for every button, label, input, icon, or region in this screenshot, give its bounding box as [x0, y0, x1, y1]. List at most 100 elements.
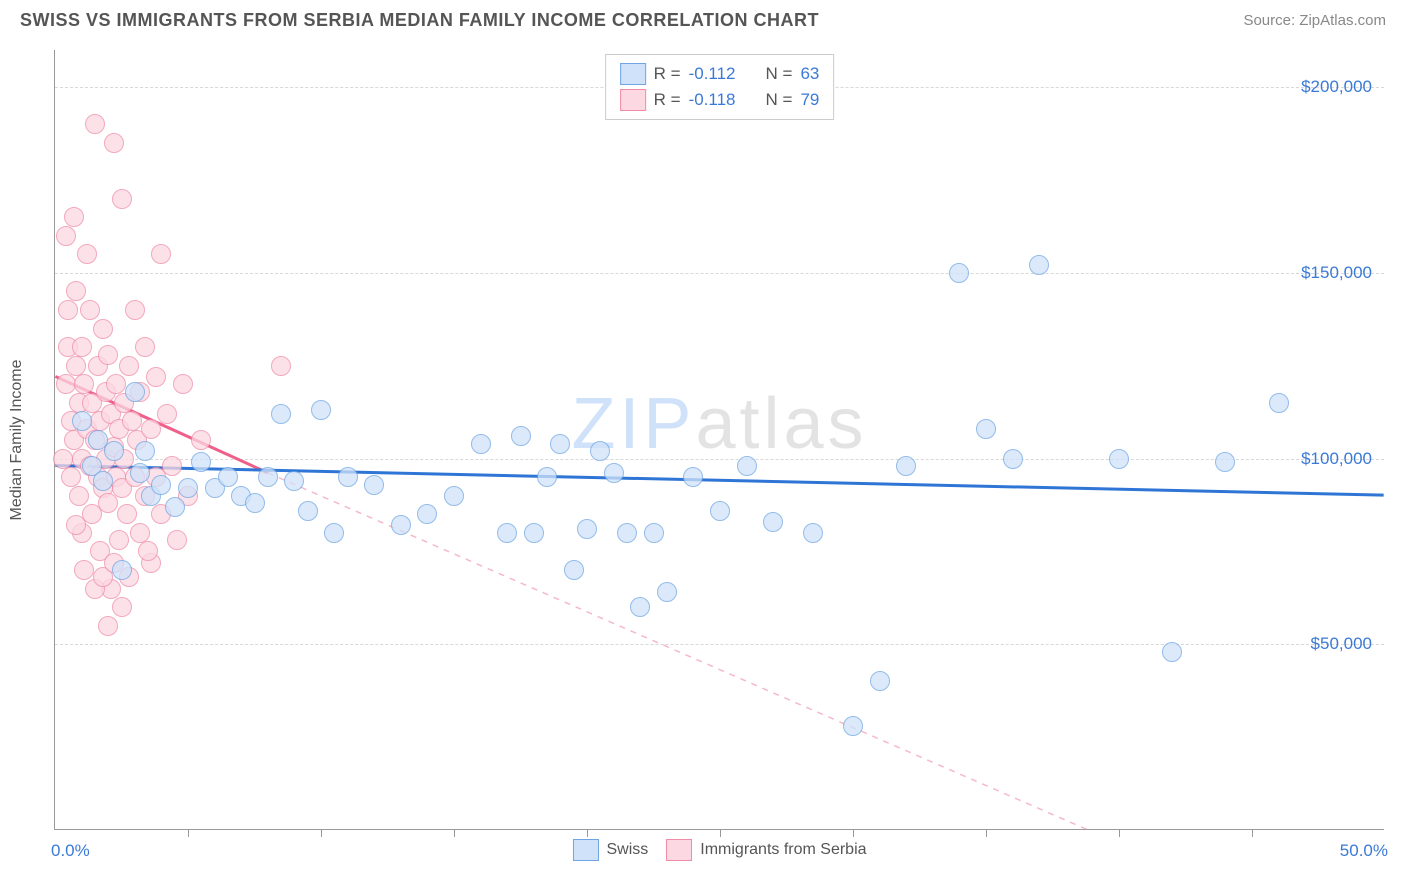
point-swiss: [298, 501, 318, 521]
point-swiss: [737, 456, 757, 476]
point-serbia: [61, 467, 81, 487]
point-swiss: [896, 456, 916, 476]
point-serbia: [106, 374, 126, 394]
point-swiss: [93, 471, 113, 491]
x-tick: [587, 829, 588, 837]
point-swiss: [763, 512, 783, 532]
point-serbia: [80, 300, 100, 320]
stats-row-swiss: R = -0.112 N = 63: [620, 61, 820, 87]
point-swiss: [630, 597, 650, 617]
point-swiss: [471, 434, 491, 454]
point-swiss: [245, 493, 265, 513]
x-tick: [720, 829, 721, 837]
point-serbia: [130, 523, 150, 543]
point-serbia: [66, 515, 86, 535]
point-swiss: [976, 419, 996, 439]
gridline: [55, 644, 1384, 645]
point-serbia: [191, 430, 211, 450]
point-swiss: [151, 475, 171, 495]
point-serbia: [74, 374, 94, 394]
point-swiss: [524, 523, 544, 543]
point-swiss: [843, 716, 863, 736]
point-swiss: [537, 467, 557, 487]
point-serbia: [157, 404, 177, 424]
point-serbia: [53, 449, 73, 469]
point-swiss: [590, 441, 610, 461]
swatch-swiss-icon: [572, 839, 598, 861]
point-serbia: [141, 419, 161, 439]
point-swiss: [870, 671, 890, 691]
point-serbia: [98, 616, 118, 636]
point-serbia: [66, 356, 86, 376]
point-swiss: [444, 486, 464, 506]
point-swiss: [617, 523, 637, 543]
point-serbia: [66, 281, 86, 301]
point-swiss: [165, 497, 185, 517]
x-axis-max-label: 50.0%: [1340, 841, 1388, 861]
x-tick: [454, 829, 455, 837]
x-tick: [1119, 829, 1120, 837]
point-serbia: [98, 345, 118, 365]
point-serbia: [85, 114, 105, 134]
point-swiss: [564, 560, 584, 580]
point-serbia: [112, 597, 132, 617]
y-tick-label: $50,000: [1311, 634, 1372, 654]
point-serbia: [271, 356, 291, 376]
point-swiss: [604, 463, 624, 483]
x-tick: [321, 829, 322, 837]
source-label: Source: ZipAtlas.com: [1243, 12, 1386, 29]
swatch-swiss: [620, 63, 646, 85]
point-swiss: [497, 523, 517, 543]
legend-label-swiss: Swiss: [606, 841, 648, 859]
point-serbia: [77, 244, 97, 264]
point-swiss: [417, 504, 437, 524]
point-swiss: [1029, 255, 1049, 275]
x-tick: [188, 829, 189, 837]
point-swiss: [218, 467, 238, 487]
point-serbia: [58, 300, 78, 320]
point-serbia: [173, 374, 193, 394]
point-swiss: [1215, 452, 1235, 472]
stats-legend: R = -0.112 N = 63 R = -0.118 N = 79: [605, 54, 835, 120]
point-swiss: [135, 441, 155, 461]
point-serbia: [146, 367, 166, 387]
point-serbia: [117, 504, 137, 524]
stats-row-serbia: R = -0.118 N = 79: [620, 87, 820, 113]
swatch-serbia: [620, 89, 646, 111]
point-serbia: [138, 541, 158, 561]
point-swiss: [511, 426, 531, 446]
x-tick: [986, 829, 987, 837]
point-swiss: [1162, 642, 1182, 662]
point-serbia: [119, 356, 139, 376]
point-serbia: [56, 374, 76, 394]
point-swiss: [271, 404, 291, 424]
trend-lines: [55, 50, 1384, 829]
point-swiss: [104, 441, 124, 461]
point-swiss: [550, 434, 570, 454]
point-swiss: [683, 467, 703, 487]
watermark: ZIPatlas: [571, 383, 867, 465]
point-serbia: [69, 486, 89, 506]
point-serbia: [125, 300, 145, 320]
point-swiss: [311, 400, 331, 420]
point-swiss: [657, 582, 677, 602]
swatch-serbia-icon: [666, 839, 692, 861]
x-tick: [853, 829, 854, 837]
point-swiss: [803, 523, 823, 543]
point-swiss: [324, 523, 344, 543]
point-serbia: [64, 207, 84, 227]
legend-label-serbia: Immigrants from Serbia: [700, 841, 866, 859]
point-swiss: [125, 382, 145, 402]
point-swiss: [1109, 449, 1129, 469]
point-swiss: [112, 560, 132, 580]
point-swiss: [338, 467, 358, 487]
point-swiss: [191, 452, 211, 472]
series-legend: Swiss Immigrants from Serbia: [572, 839, 866, 861]
point-swiss: [391, 515, 411, 535]
y-tick-label: $200,000: [1301, 77, 1372, 97]
y-tick-label: $100,000: [1301, 449, 1372, 469]
point-serbia: [72, 337, 92, 357]
x-tick: [1252, 829, 1253, 837]
point-serbia: [122, 411, 142, 431]
point-serbia: [151, 244, 171, 264]
